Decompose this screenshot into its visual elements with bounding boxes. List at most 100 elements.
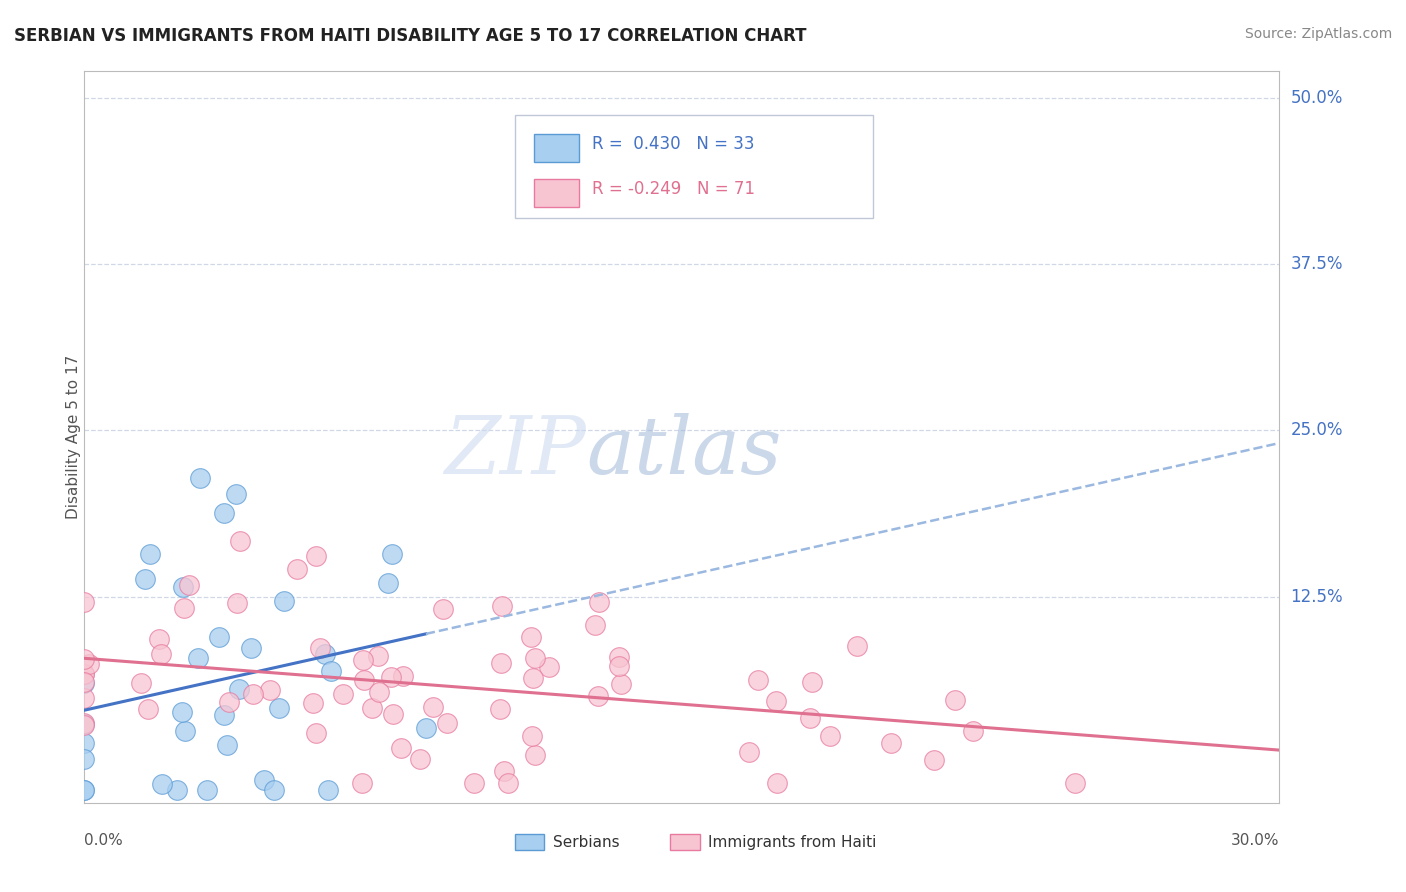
Text: 30.0%: 30.0% (1232, 833, 1279, 848)
Point (253, 773, 276, 788)
Point (409, 752, 432, 766)
Point (228, 681, 250, 696)
Point (77, 657, 100, 672)
Point (285, 562, 308, 576)
Point (305, 726, 328, 740)
Point (380, 670, 402, 684)
Point (73, 675, 96, 690)
Point (187, 651, 209, 665)
Point (492, 764, 515, 778)
Point (242, 687, 264, 701)
Point (367, 648, 389, 663)
Point (148, 632, 170, 646)
Point (588, 595, 610, 609)
Point (166, 782, 188, 797)
FancyBboxPatch shape (534, 179, 579, 207)
Point (520, 729, 543, 743)
Point (172, 705, 194, 719)
Text: 0.0%: 0.0% (84, 833, 124, 848)
Text: 37.5%: 37.5% (1291, 255, 1343, 273)
Point (353, 673, 375, 688)
Point (738, 745, 761, 759)
Point (880, 736, 903, 750)
Point (208, 630, 231, 644)
Point (519, 631, 541, 645)
Text: 50.0%: 50.0% (1291, 89, 1343, 107)
Text: R =  0.430   N = 33: R = 0.430 N = 33 (592, 135, 755, 153)
Point (610, 676, 633, 690)
Point (382, 707, 405, 722)
Point (212, 707, 235, 722)
Point (259, 683, 281, 698)
Point (846, 639, 869, 653)
Point (491, 599, 513, 613)
Point (350, 776, 373, 790)
Point (129, 676, 152, 690)
Text: R = -0.249   N = 71: R = -0.249 N = 71 (592, 180, 755, 198)
Text: Serbians: Serbians (553, 835, 620, 850)
Point (134, 572, 156, 586)
Point (922, 753, 945, 767)
Point (332, 687, 354, 701)
Point (139, 547, 162, 561)
Point (73, 595, 96, 609)
Point (314, 647, 336, 661)
Point (436, 715, 458, 730)
Point (747, 673, 769, 687)
Point (73, 666, 96, 681)
Point (368, 685, 391, 699)
Text: Immigrants from Haiti: Immigrants from Haiti (709, 835, 876, 850)
Point (361, 701, 384, 715)
Point (73, 782, 96, 797)
Point (488, 702, 510, 716)
Text: ZIP: ZIP (444, 413, 586, 491)
Point (263, 782, 285, 797)
Point (302, 696, 325, 710)
Point (218, 695, 240, 709)
Point (172, 580, 194, 594)
Text: Source: ZipAtlas.com: Source: ZipAtlas.com (1244, 27, 1392, 41)
Point (381, 547, 404, 561)
Point (523, 651, 546, 665)
Y-axis label: Disability Age 5 to 17: Disability Age 5 to 17 (66, 355, 80, 519)
Point (240, 640, 263, 655)
Point (73, 691, 96, 706)
Point (432, 602, 454, 616)
Text: 12.5%: 12.5% (1291, 588, 1343, 606)
Text: SERBIAN VS IMMIGRANTS FROM HAITI DISABILITY AGE 5 TO 17 CORRELATION CHART: SERBIAN VS IMMIGRANTS FROM HAITI DISABIL… (14, 27, 807, 45)
Point (73, 751, 96, 765)
Point (352, 652, 374, 666)
Point (538, 659, 561, 673)
Text: 25.0%: 25.0% (1291, 421, 1343, 440)
Point (523, 748, 546, 763)
FancyBboxPatch shape (515, 115, 873, 218)
Point (177, 578, 200, 592)
Point (943, 693, 966, 707)
Point (225, 487, 247, 501)
Point (583, 617, 606, 632)
Point (174, 723, 197, 738)
Point (73, 717, 96, 731)
Point (316, 782, 339, 797)
Point (267, 701, 290, 715)
Point (609, 659, 631, 673)
FancyBboxPatch shape (534, 135, 579, 162)
Point (188, 471, 211, 485)
Point (800, 675, 823, 690)
Point (73, 652, 96, 666)
Point (73, 736, 96, 750)
Point (273, 594, 295, 608)
Point (73, 715, 96, 730)
Point (73, 667, 96, 681)
Point (389, 741, 412, 756)
Point (1064, 776, 1087, 790)
Point (522, 671, 544, 685)
Point (489, 656, 512, 670)
Point (150, 647, 173, 661)
Point (765, 694, 787, 708)
Point (586, 689, 609, 703)
Point (799, 711, 821, 725)
Point (150, 777, 173, 791)
Point (226, 596, 249, 610)
Point (496, 776, 519, 790)
